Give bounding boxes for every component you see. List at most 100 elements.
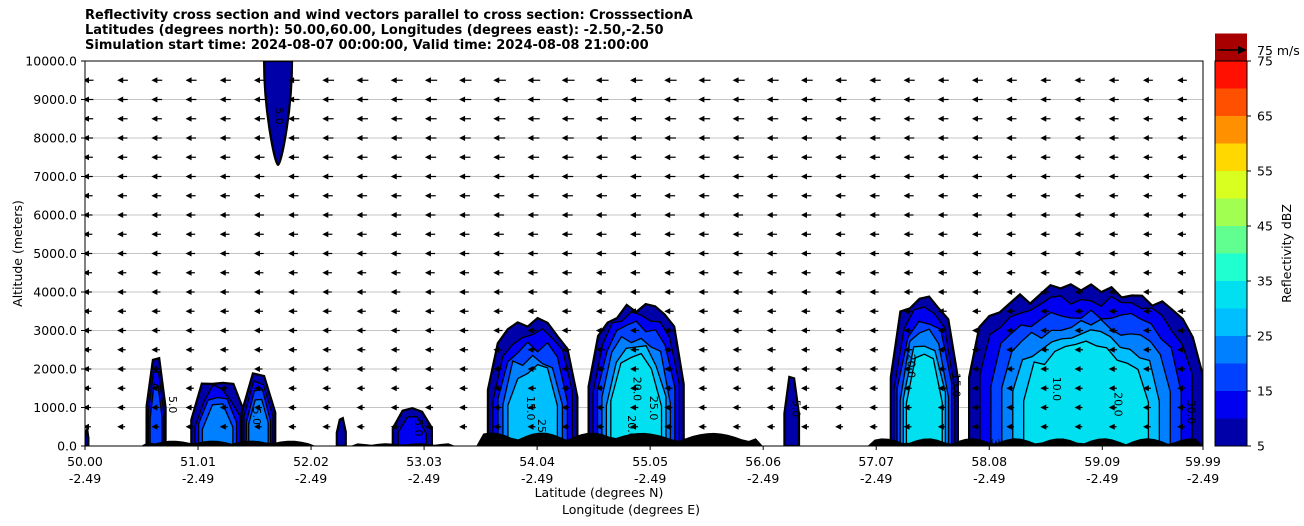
wind-vector-icon xyxy=(903,173,914,180)
wind-vector-icon xyxy=(185,346,195,353)
wind-vector-icon xyxy=(698,289,709,295)
wind-vector-icon xyxy=(1040,192,1050,199)
colorbar-tick-label: 5 xyxy=(1257,439,1265,454)
wind-vector-icon xyxy=(288,289,298,295)
x-tick-label-lat: 59.09 xyxy=(1084,454,1120,469)
colorbar-label: Reflectivity dBZ xyxy=(1279,204,1294,303)
wind-vector-icon xyxy=(869,115,881,122)
wind-vector-icon xyxy=(971,346,981,353)
wind-vector-icon xyxy=(322,212,333,218)
wind-vector-icon xyxy=(937,173,948,180)
wind-vector-icon xyxy=(493,289,504,295)
wind-vector-icon xyxy=(835,173,846,180)
wind-vector-icon xyxy=(561,212,573,218)
wind-vector-icon xyxy=(1177,96,1187,103)
wind-vector-icon xyxy=(630,115,643,122)
wind-vector-icon xyxy=(527,269,538,276)
wind-vector-icon xyxy=(151,192,162,199)
wind-vector-icon xyxy=(937,404,946,411)
wind-vector-icon xyxy=(835,327,845,334)
wind-vector-icon xyxy=(1142,96,1153,103)
y-tick-label: 4000.0 xyxy=(33,285,77,300)
wind-vector-icon xyxy=(835,366,844,372)
wind-vector-icon xyxy=(151,231,161,238)
reflectivity-cell xyxy=(587,302,685,446)
wind-vector-icon xyxy=(971,308,981,315)
colorbar-band xyxy=(1215,308,1247,336)
wind-vector-icon xyxy=(835,154,846,161)
wind-vector-icon xyxy=(459,346,469,353)
wind-vector-icon xyxy=(322,96,334,103)
wind-vector-icon xyxy=(1142,192,1153,199)
colorbar-band xyxy=(1215,88,1247,116)
wind-vector-icon xyxy=(937,115,949,122)
wind-vector-icon xyxy=(85,269,93,276)
wind-key: 75 m/s xyxy=(1217,43,1300,58)
contour-shell xyxy=(262,61,294,167)
wind-vector-icon xyxy=(527,135,540,141)
wind-vector-icon xyxy=(219,385,229,392)
wind-vector-icon xyxy=(800,192,812,199)
wind-vector-icon xyxy=(971,77,983,84)
x-tick-label-lon: -2.49 xyxy=(295,471,327,486)
colorbar-tick-label: 45 xyxy=(1257,219,1273,234)
wind-vector-icon xyxy=(835,346,844,353)
wind-vector-icon xyxy=(561,96,575,103)
wind-vector-icon xyxy=(424,289,435,295)
wind-vector-icon xyxy=(1040,289,1050,295)
wind-vector-icon xyxy=(390,404,399,411)
wind-vector-icon xyxy=(1108,366,1117,372)
wind-vector-icon xyxy=(766,423,775,430)
wind-vector-icon xyxy=(595,366,605,372)
wind-vector-icon xyxy=(1177,250,1186,257)
wind-vector-icon xyxy=(219,269,230,276)
wind-vector-icon xyxy=(1006,366,1015,372)
wind-vector-icon xyxy=(835,269,845,276)
wind-vector-icon xyxy=(424,269,435,276)
contour-labels: 5.05.0 15.025.020.025.020.020.015.030.010… xyxy=(166,107,1197,446)
wind-vector-icon xyxy=(322,346,332,353)
wind-vector-icon xyxy=(85,404,92,411)
wind-vector-icon xyxy=(937,308,947,315)
y-tick-label: 8000.0 xyxy=(33,131,77,146)
wind-vector-icon xyxy=(869,154,880,161)
wind-vector-icon xyxy=(1177,154,1187,161)
wind-vector-icon xyxy=(1074,250,1084,257)
wind-vector-icon xyxy=(1108,154,1119,161)
wind-vector-icon xyxy=(1040,385,1049,392)
wind-vector-icon xyxy=(253,366,263,372)
wind-vector-icon xyxy=(971,135,983,141)
wind-vector-icon xyxy=(800,289,811,295)
wind-vector-icon xyxy=(356,404,365,411)
wind-vector-icon xyxy=(390,327,400,334)
wind-vector-icon xyxy=(766,385,776,392)
wind-vector-icon xyxy=(595,327,606,334)
wind-vector-icon xyxy=(835,96,847,103)
wind-vector-icon xyxy=(595,154,608,161)
wind-vector-icon xyxy=(424,212,436,218)
wind-vector-icon xyxy=(630,250,641,257)
wind-vector-icon xyxy=(493,115,506,122)
wind-vector-icon xyxy=(356,327,366,334)
wind-vector-icon xyxy=(903,250,914,257)
wind-vector-icon xyxy=(561,135,574,141)
wind-vector-icon xyxy=(561,423,570,430)
wind-vector-icon xyxy=(219,77,231,84)
wind-vector-icon xyxy=(459,135,471,141)
wind-vector-icon xyxy=(151,96,163,103)
wind-vector-icon xyxy=(732,366,742,372)
y-tick-label: 3000.0 xyxy=(33,323,77,338)
wind-vector-icon xyxy=(1108,308,1118,315)
wind-vector-icon xyxy=(732,250,743,257)
wind-vector-icon xyxy=(937,192,948,199)
wind-vector-icon xyxy=(595,212,607,218)
x-tick-label-lat: 54.04 xyxy=(519,454,555,469)
wind-vector-icon xyxy=(1040,231,1050,238)
wind-vector-icon xyxy=(903,404,912,411)
wind-vector-icon xyxy=(835,289,845,295)
wind-vector-icon xyxy=(766,404,775,411)
wind-vector-icon xyxy=(595,135,608,141)
wind-vector-icon xyxy=(390,308,401,315)
wind-vector-icon xyxy=(1108,135,1119,141)
wind-vector-icon xyxy=(835,250,845,257)
